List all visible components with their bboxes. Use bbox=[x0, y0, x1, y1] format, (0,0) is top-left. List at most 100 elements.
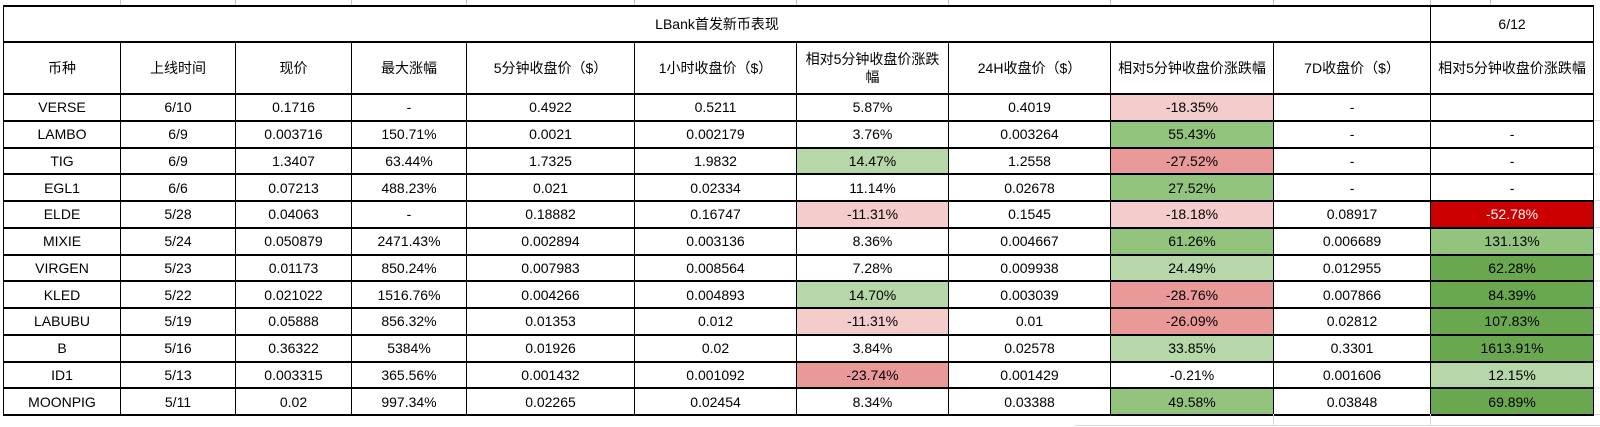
table-cell[interactable]: 84.39% bbox=[1430, 280, 1595, 309]
table-cell[interactable]: 0.004266 bbox=[466, 280, 635, 309]
table-cell[interactable]: 0.001429 bbox=[948, 360, 1111, 390]
column-header[interactable]: 7D收盘价（$） bbox=[1272, 41, 1432, 95]
table-cell[interactable]: 107.83% bbox=[1430, 307, 1595, 336]
table-cell[interactable]: -0.21% bbox=[1110, 360, 1274, 390]
table-cell[interactable]: -52.78% bbox=[1430, 200, 1595, 229]
table-cell[interactable]: 8.36% bbox=[796, 226, 949, 256]
table-cell[interactable]: 6/10 bbox=[120, 93, 236, 122]
table-cell[interactable]: -18.18% bbox=[1110, 200, 1274, 229]
table-cell[interactable]: 0.0021 bbox=[466, 119, 635, 149]
table-cell[interactable]: 6/9 bbox=[120, 119, 236, 149]
table-cell[interactable]: 0.001606 bbox=[1272, 360, 1432, 390]
coin-cell[interactable]: B bbox=[3, 333, 121, 363]
table-cell[interactable]: - bbox=[1272, 93, 1432, 122]
table-cell[interactable]: 150.71% bbox=[351, 119, 467, 149]
table-cell[interactable]: 131.13% bbox=[1430, 226, 1595, 256]
table-cell[interactable]: - bbox=[1430, 146, 1595, 176]
table-cell[interactable]: 0.008564 bbox=[634, 253, 797, 283]
table-cell[interactable]: 0.006689 bbox=[1272, 226, 1432, 256]
table-cell[interactable]: 24.49% bbox=[1110, 253, 1274, 283]
table-cell[interactable]: 0.02 bbox=[634, 333, 797, 363]
table-cell[interactable]: 0.012955 bbox=[1272, 253, 1432, 283]
table-cell[interactable]: - bbox=[1430, 173, 1595, 202]
table-cell[interactable]: 62.28% bbox=[1430, 253, 1595, 283]
table-cell[interactable]: 3.84% bbox=[796, 333, 949, 363]
table-cell[interactable]: - bbox=[351, 93, 467, 122]
table-cell[interactable]: 27.52% bbox=[1110, 173, 1274, 202]
table-cell[interactable]: 0.03388 bbox=[948, 387, 1111, 416]
coin-cell[interactable]: ID1 bbox=[3, 360, 121, 390]
table-cell[interactable]: 1.7325 bbox=[466, 146, 635, 176]
table-cell[interactable]: 0.01353 bbox=[466, 307, 635, 336]
table-cell[interactable]: 0.5211 bbox=[634, 93, 797, 122]
coin-cell[interactable]: KLED bbox=[3, 280, 121, 309]
table-cell[interactable]: 0.02265 bbox=[466, 387, 635, 416]
table-cell[interactable]: 850.24% bbox=[351, 253, 467, 283]
table-cell[interactable]: 0.08917 bbox=[1272, 200, 1432, 229]
table-cell[interactable]: 856.32% bbox=[351, 307, 467, 336]
table-cell[interactable]: 0.007983 bbox=[466, 253, 635, 283]
column-header[interactable]: 相对5分钟收盘价涨跌幅 bbox=[1110, 41, 1274, 95]
table-cell[interactable]: 0.004667 bbox=[948, 226, 1111, 256]
table-cell[interactable]: 0.003315 bbox=[235, 360, 352, 390]
table-cell[interactable]: 69.89% bbox=[1430, 387, 1595, 416]
table-cell[interactable]: 33.85% bbox=[1110, 333, 1274, 363]
table-cell[interactable]: 0.002179 bbox=[634, 119, 797, 149]
column-header[interactable]: 币种 bbox=[3, 41, 121, 95]
coin-cell[interactable]: EGL1 bbox=[3, 173, 121, 202]
table-cell[interactable]: 0.05888 bbox=[235, 307, 352, 336]
table-cell[interactable]: 0.1545 bbox=[948, 200, 1111, 229]
table-cell[interactable]: 365.56% bbox=[351, 360, 467, 390]
coin-cell[interactable]: TIG bbox=[3, 146, 121, 176]
table-cell[interactable]: 0.3301 bbox=[1272, 333, 1432, 363]
table-cell[interactable]: -28.76% bbox=[1110, 280, 1274, 309]
column-header[interactable]: 相对5分钟收盘价涨跌幅 bbox=[1430, 41, 1595, 95]
table-cell[interactable]: 0.1716 bbox=[235, 93, 352, 122]
table-cell[interactable]: 0.01926 bbox=[466, 333, 635, 363]
table-cell[interactable]: 8.34% bbox=[796, 387, 949, 416]
table-cell[interactable]: -11.31% bbox=[796, 200, 949, 229]
table-cell[interactable]: 0.02678 bbox=[948, 173, 1111, 202]
table-cell[interactable]: 1.2558 bbox=[948, 146, 1111, 176]
table-cell[interactable]: 0.4922 bbox=[466, 93, 635, 122]
table-cell[interactable]: - bbox=[1430, 119, 1595, 149]
table-cell[interactable]: 0.04063 bbox=[235, 200, 352, 229]
table-cell[interactable]: 1.9832 bbox=[634, 146, 797, 176]
table-cell[interactable]: 0.002894 bbox=[466, 226, 635, 256]
table-cell[interactable]: 5/28 bbox=[120, 200, 236, 229]
table-cell[interactable]: 0.021022 bbox=[235, 280, 352, 309]
table-cell[interactable]: 0.03848 bbox=[1272, 387, 1432, 416]
table-cell[interactable]: 12.15% bbox=[1430, 360, 1595, 390]
table-cell[interactable]: 1.3407 bbox=[235, 146, 352, 176]
coin-cell[interactable]: MOONPIG bbox=[3, 387, 121, 416]
date-cell[interactable]: 6/12 bbox=[1430, 5, 1595, 43]
table-cell[interactable]: - bbox=[1272, 146, 1432, 176]
table-cell[interactable]: 11.14% bbox=[796, 173, 949, 202]
table-cell[interactable]: 5.87% bbox=[796, 93, 949, 122]
table-cell[interactable]: 0.003716 bbox=[235, 119, 352, 149]
table-cell[interactable]: 0.003136 bbox=[634, 226, 797, 256]
table-cell[interactable]: 0.004893 bbox=[634, 280, 797, 309]
table-cell[interactable]: 0.02578 bbox=[948, 333, 1111, 363]
table-cell[interactable]: 5/13 bbox=[120, 360, 236, 390]
table-cell[interactable]: -11.31% bbox=[796, 307, 949, 336]
table-cell[interactable]: 0.02334 bbox=[634, 173, 797, 202]
table-cell[interactable] bbox=[1430, 93, 1595, 122]
table-cell[interactable]: 997.34% bbox=[351, 387, 467, 416]
table-cell[interactable]: -27.52% bbox=[1110, 146, 1274, 176]
table-cell[interactable]: 0.021 bbox=[466, 173, 635, 202]
table-cell[interactable]: 49.58% bbox=[1110, 387, 1274, 416]
table-cell[interactable]: 488.23% bbox=[351, 173, 467, 202]
coin-cell[interactable]: ELDE bbox=[3, 200, 121, 229]
table-cell[interactable]: 0.4019 bbox=[948, 93, 1111, 122]
table-cell[interactable]: 0.003039 bbox=[948, 280, 1111, 309]
coin-cell[interactable]: VERSE bbox=[3, 93, 121, 122]
table-cell[interactable]: 0.02454 bbox=[634, 387, 797, 416]
table-cell[interactable]: 0.003264 bbox=[948, 119, 1111, 149]
table-cell[interactable]: 2471.43% bbox=[351, 226, 467, 256]
table-cell[interactable]: -18.35% bbox=[1110, 93, 1274, 122]
table-cell[interactable]: 0.36322 bbox=[235, 333, 352, 363]
coin-cell[interactable]: MIXIE bbox=[3, 226, 121, 256]
table-cell[interactable]: 5/23 bbox=[120, 253, 236, 283]
table-cell[interactable]: 61.26% bbox=[1110, 226, 1274, 256]
